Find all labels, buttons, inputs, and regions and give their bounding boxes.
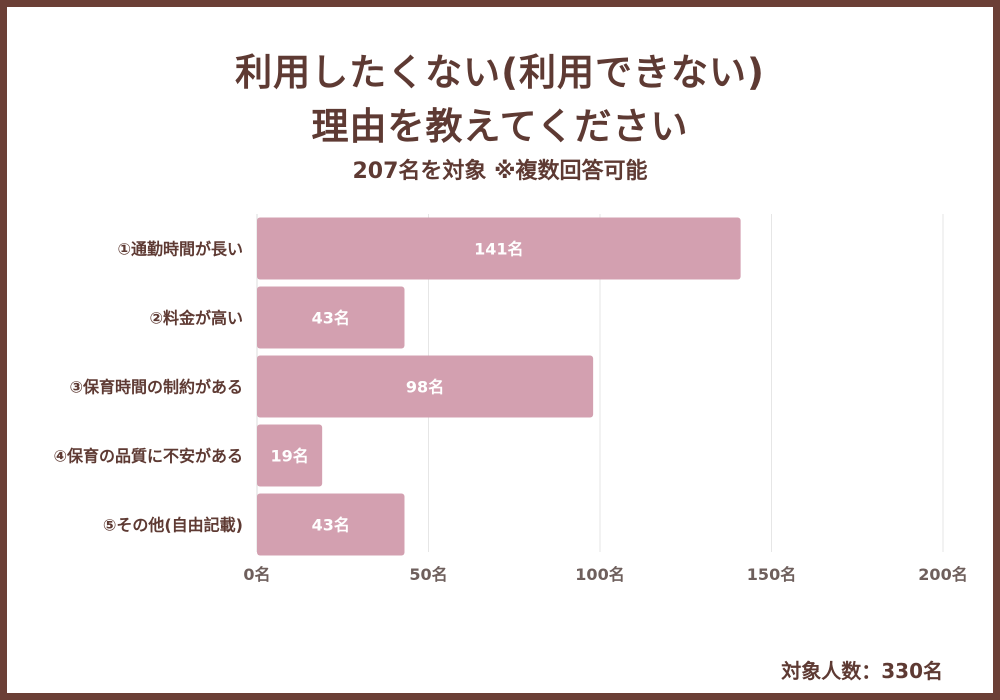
bar-value-label: 141名 bbox=[474, 240, 523, 259]
bar-value-label: 98名 bbox=[406, 378, 444, 397]
x-tick-label: 200名 bbox=[918, 565, 967, 584]
category-label: ②料金が高い bbox=[149, 309, 243, 328]
labels: 0名 50名 100名 150名 200名 141名 ①通勤時間が長い 43名 ②料金が高い 98… bbox=[53, 240, 967, 585]
bar bbox=[257, 493, 405, 556]
bar bbox=[257, 286, 405, 349]
category-label: ④保育の品質に不安がある bbox=[53, 447, 243, 466]
x-tick-label: 100名 bbox=[575, 565, 624, 584]
x-tick-label: 50名 bbox=[409, 565, 447, 584]
category-label: ①通勤時間が長い bbox=[117, 240, 243, 259]
category-label: ③保育時間の制約がある bbox=[69, 378, 243, 397]
x-tick-label: 150名 bbox=[747, 565, 796, 584]
bar bbox=[257, 217, 741, 280]
chart-title-line2: 理由を教えてください bbox=[311, 105, 689, 148]
chart-title-line1: 利用したくない(利用できない) bbox=[235, 51, 765, 94]
bar-value-label: 43名 bbox=[312, 309, 350, 328]
respondent-count: 対象人数：330名 bbox=[781, 659, 943, 683]
bar bbox=[257, 424, 323, 487]
bar bbox=[257, 355, 594, 418]
category-label: ⑤その他(自由記載) bbox=[103, 516, 243, 535]
bar-value-label: 43名 bbox=[312, 516, 350, 535]
chart-subtitle: 207名を対象 ※複数回答可能 bbox=[352, 159, 648, 184]
x-tick-label: 0名 bbox=[243, 565, 270, 584]
bars bbox=[257, 217, 741, 556]
bar-value-label: 19名 bbox=[270, 447, 308, 466]
